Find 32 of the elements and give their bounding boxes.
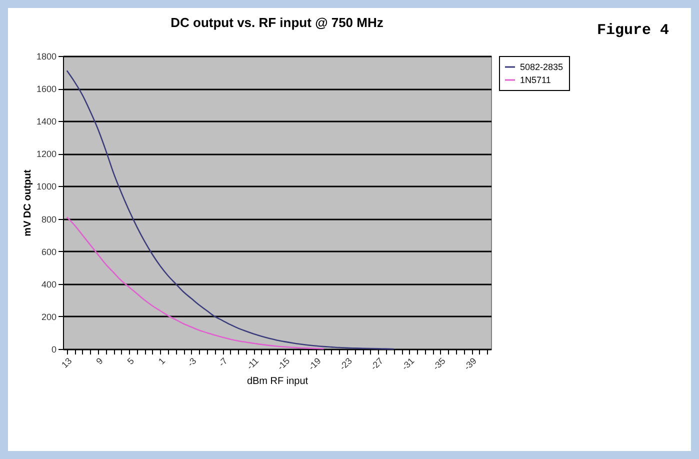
x-tick-label: 5 (125, 356, 136, 366)
x-tick-label: -39 (462, 356, 478, 372)
x-tick-label: -3 (186, 356, 198, 369)
x-tick-label: 9 (94, 356, 105, 366)
x-tick-label: -35 (431, 356, 448, 372)
line-series (66, 70, 394, 350)
y-tick-label: 1400 (36, 116, 56, 127)
y-tick-label: 400 (41, 279, 56, 290)
x-tick-label: 1 (156, 356, 168, 366)
y-tick-label: 1800 (36, 52, 56, 62)
chart-title: DC output vs. RF input @ 750 MHz (170, 15, 384, 30)
legend-label: 1N5711 (520, 75, 551, 85)
x-tick-label: -7 (216, 356, 230, 369)
x-tick-label: -31 (400, 356, 416, 372)
line-series (66, 216, 324, 350)
y-tick-label: 1200 (36, 149, 56, 160)
x-tick-label: -11 (244, 356, 261, 372)
x-tick-label: -19 (306, 356, 323, 372)
x-tick-label: 13 (60, 356, 74, 370)
x-tick-label: -15 (275, 356, 292, 372)
y-tick-label: 0 (51, 344, 56, 354)
legend-label: 5082-2835 (520, 62, 564, 72)
y-tick-label: 1000 (36, 182, 56, 192)
caption: Figure 4 (596, 22, 669, 39)
y-tick-label: 200 (41, 312, 56, 322)
y-tick-label: 1600 (36, 84, 56, 94)
x-tick-label: -27 (368, 356, 386, 372)
y-tick-label: 800 (41, 214, 56, 224)
y-tick-label: 600 (41, 246, 56, 257)
x-tick-label: -23 (338, 356, 354, 372)
x-axis-title: dBm RF input (246, 376, 308, 388)
y-axis-title: mV DC output (22, 169, 34, 236)
